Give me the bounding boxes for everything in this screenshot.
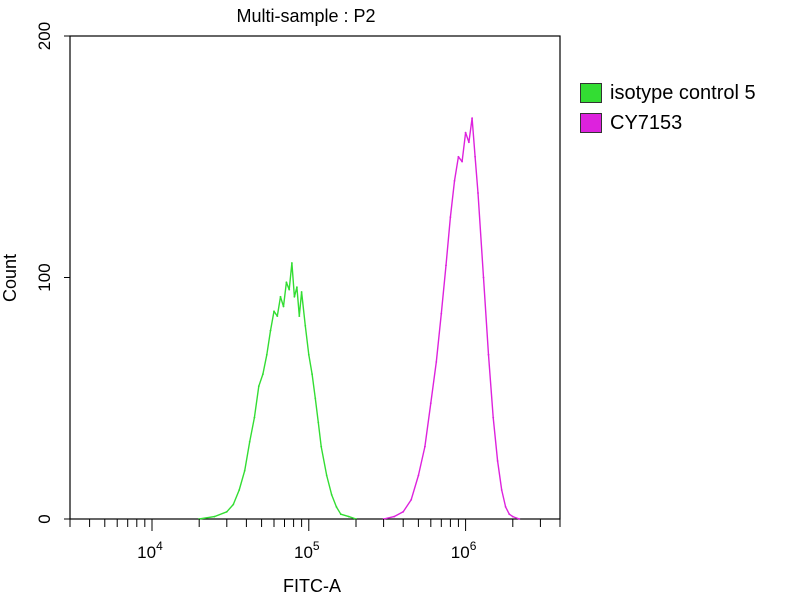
series-0-point [243, 469, 246, 472]
series-1-point [449, 216, 452, 219]
x-tick-label: 105 [294, 539, 320, 562]
series-1-point [511, 515, 514, 518]
series-0-point [325, 474, 328, 477]
series-0-point [232, 503, 235, 506]
series-0-point [265, 353, 268, 356]
series-0-point [317, 421, 320, 424]
series-1-point [393, 515, 395, 518]
series-1-point [464, 131, 467, 134]
series-1-point [508, 513, 511, 516]
y-axis-label: Count [0, 254, 20, 302]
series-0-point [282, 305, 285, 308]
series-1-point [487, 353, 490, 356]
series-line-1 [383, 117, 520, 520]
series-0-point [311, 373, 313, 375]
legend-swatch-magenta [580, 113, 602, 133]
x-tick-label: 106 [451, 539, 477, 562]
chart-title: Multi-sample : P2 [236, 6, 375, 26]
series-0-point [213, 515, 216, 518]
series-1-point [477, 192, 479, 194]
series-0-point [296, 286, 298, 289]
series-0-point [276, 315, 279, 317]
series-line-0 [199, 262, 357, 520]
legend-item-isotype-control: isotype control 5 [580, 78, 798, 108]
series-1-point [417, 474, 420, 477]
series-1-point [500, 489, 503, 491]
series-0-point [300, 291, 303, 293]
series-0-point [347, 515, 350, 518]
series-1-point [402, 510, 405, 513]
series-0-point [225, 510, 228, 513]
series-1-point [445, 264, 447, 267]
series-1-point [471, 117, 473, 119]
series-0-point [307, 353, 310, 356]
series-1-point [474, 155, 476, 158]
series-0-point [238, 489, 241, 491]
legend-label-isotype-control: isotype control 5 [610, 82, 756, 104]
series-1-point [504, 506, 507, 508]
series-1-point [457, 155, 460, 158]
x-axis-label: FITC-A [283, 576, 341, 596]
series-1-point [482, 276, 485, 279]
y-tick-label: 200 [35, 22, 54, 50]
series-0-point [314, 397, 317, 400]
series-0-point [298, 315, 301, 317]
series-1-point [461, 160, 463, 163]
series-0-point [253, 416, 256, 419]
series-1-point [424, 445, 426, 448]
series-1-point [429, 402, 432, 404]
y-tick-label: 0 [35, 514, 54, 523]
series-0-point [269, 329, 272, 332]
series-0-point [335, 506, 338, 508]
legend-swatch-green [580, 83, 602, 103]
series-0-point [248, 440, 251, 443]
series-0-point [304, 324, 307, 327]
series-0-point [320, 445, 323, 448]
series-0-point [291, 262, 293, 264]
series-0-point [293, 295, 296, 298]
series-1-point [440, 312, 443, 315]
series-1-point [518, 518, 521, 520]
legend-item-cy7153: CY7153 [580, 108, 798, 138]
series-0-point [279, 295, 282, 298]
series-1-point [492, 416, 495, 419]
series-1-point [468, 141, 470, 144]
series-1-point [453, 180, 456, 182]
series-0-point [330, 494, 333, 496]
series-0-point [339, 513, 342, 516]
series-1-point [496, 460, 499, 462]
series-1-point [435, 361, 438, 363]
plot-frame [69, 35, 561, 520]
series-0-point [257, 385, 260, 388]
series-layer [198, 117, 521, 520]
legend: isotype control 5 CY7153 [580, 78, 798, 138]
x-tick-label: 104 [137, 539, 163, 562]
axis-layer: 0 100 200 104 105 106 [35, 22, 561, 562]
series-0-point [262, 373, 264, 375]
series-0-point [285, 281, 288, 284]
series-0-point [288, 288, 291, 291]
legend-label-cy7153: CY7153 [610, 112, 683, 134]
series-0-point [273, 310, 275, 313]
series-1-point [410, 498, 413, 501]
y-tick-label: 100 [35, 263, 54, 291]
